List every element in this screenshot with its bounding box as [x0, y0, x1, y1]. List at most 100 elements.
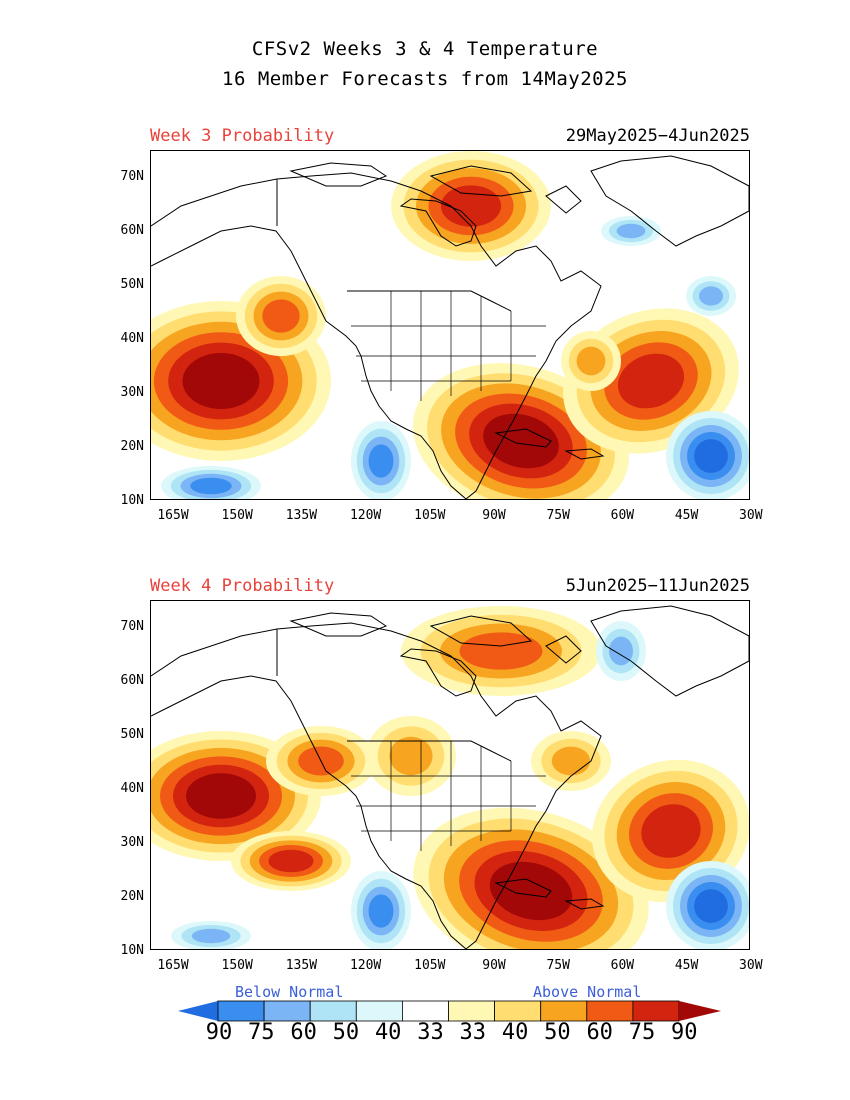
lon-tick-label: 75W: [546, 508, 570, 523]
lat-tick-label: 50N: [120, 277, 144, 292]
legend-color-swatch: [217, 1000, 265, 1022]
lon-tick-label: 30W: [739, 508, 763, 523]
us-canada-border: [347, 290, 512, 312]
lon-tick-label: 165W: [157, 508, 189, 523]
lon-tick-label: 165W: [157, 958, 189, 973]
lat-tick-label: 60N: [120, 673, 144, 688]
probability-contour: [617, 353, 685, 409]
probability-contour: [616, 223, 646, 239]
lat-tick-label: 40N: [120, 781, 144, 796]
lon-tick-label: 75W: [546, 958, 570, 973]
probability-contour: [440, 185, 502, 227]
legend-color-swatch: [355, 1000, 403, 1022]
probability-contour: [699, 286, 723, 306]
lat-tick-label: 60N: [120, 223, 144, 238]
probability-contour: [609, 636, 633, 666]
color-legend-bar: [178, 1000, 721, 1022]
lat-tick-label: 50N: [120, 727, 144, 742]
week3-probability-label: Week 3 Probability: [150, 126, 335, 146]
caribbean-islands-outline: [494, 428, 605, 460]
probability-contour: [268, 849, 314, 873]
lon-tick-label: 135W: [285, 508, 318, 523]
probability-contour: [186, 773, 256, 819]
legend-value-label: 50: [544, 1020, 571, 1045]
probability-contour: [190, 477, 232, 495]
legend-value-label: 50: [332, 1020, 360, 1045]
week4-dates-label: 5Jun2025−11Jun2025: [565, 576, 750, 596]
legend-value-label: 40: [374, 1020, 402, 1045]
arctic-islands-outline: [289, 162, 582, 214]
lat-tick-label: 30N: [120, 385, 144, 400]
lon-tick-label: 120W: [349, 958, 382, 973]
week3-dates-label: 29May2025−4Jun2025: [565, 126, 750, 146]
hudson-bay-outline: [399, 648, 477, 697]
lon-tick-label: 90W: [482, 958, 506, 973]
chart-subtitle: 16 Member Forecasts from 14May2025: [222, 68, 628, 90]
probability-contour: [694, 439, 728, 473]
legend-value-label: 75: [248, 1020, 275, 1045]
week4-probability-label: Week 4 Probability: [150, 576, 335, 596]
probability-contour: [551, 746, 591, 776]
lon-tick-label: 120W: [349, 508, 382, 523]
legend-color-swatch: [263, 1000, 311, 1022]
lon-tick-label: 135W: [285, 958, 318, 973]
lon-tick-label: 150W: [221, 508, 253, 523]
north-america-coastline: [151, 172, 602, 499]
week3-probability-map: [150, 150, 750, 500]
probability-contour: [262, 299, 300, 333]
legend-value-label: 90: [671, 1020, 698, 1045]
hudson-bay-outline: [399, 198, 477, 247]
below-normal-label: Below Normal: [235, 983, 344, 1001]
legend-value-label: 75: [628, 1020, 656, 1045]
arctic-islands-outline: [289, 612, 582, 664]
legend-color-swatch: [540, 1000, 588, 1022]
greenland-outline: [590, 155, 749, 247]
lon-tick-label: 60W: [610, 508, 635, 523]
legend-arrow-left: [178, 1001, 218, 1021]
lon-tick-label: 105W: [414, 508, 446, 523]
probability-contour: [368, 894, 394, 928]
probability-contour: [641, 804, 701, 858]
lat-tick-label: 40N: [120, 331, 144, 346]
north-america-coastline: [151, 622, 602, 949]
caribbean-islands-outline: [494, 878, 605, 910]
lat-tick-label: 30N: [120, 835, 144, 850]
probability-contour: [191, 928, 231, 944]
legend-value-label: 90: [205, 1020, 233, 1045]
probability-contour: [368, 444, 394, 478]
legend-color-swatch: [494, 1000, 542, 1022]
chart-title: CFSv2 Weeks 3 & 4 Temperature: [251, 38, 599, 60]
week4-probability-map: [150, 600, 750, 950]
legend-color-swatch: [632, 1000, 680, 1022]
lon-tick-label: 45W: [674, 958, 699, 973]
probability-contour: [576, 346, 606, 376]
lat-tick-label: 70N: [120, 169, 144, 184]
lat-tick-label: 70N: [120, 619, 144, 634]
probability-contour: [483, 413, 559, 469]
lat-tick-label: 10N: [120, 493, 144, 508]
legend-color-swatch: [309, 1000, 357, 1022]
lon-tick-label: 45W: [674, 508, 699, 523]
legend-value-label: 33: [417, 1020, 444, 1045]
probability-contour: [459, 632, 543, 670]
lon-tick-label: 30W: [739, 958, 763, 973]
lat-tick-label: 20N: [120, 439, 144, 454]
legend-value-label: 33: [459, 1020, 487, 1045]
lon-tick-label: 105W: [414, 958, 446, 973]
legend-color-swatch: [401, 1000, 449, 1022]
legend-arrow-right: [679, 1001, 721, 1021]
legend-value-label: 60: [586, 1020, 613, 1045]
lon-tick-label: 90W: [482, 508, 506, 523]
above-normal-label: Above Normal: [533, 983, 642, 1001]
lat-tick-label: 20N: [120, 889, 144, 904]
legend-value-label: 40: [501, 1020, 529, 1045]
us-state-borders: [351, 741, 546, 851]
probability-contour: [389, 736, 433, 776]
lat-tick-label: 10N: [120, 943, 144, 958]
probability-contour: [694, 889, 728, 923]
legend-color-swatch: [448, 1000, 495, 1022]
greenland-outline: [590, 605, 749, 697]
us-state-borders: [351, 291, 546, 401]
legend-value-label: 60: [290, 1020, 317, 1045]
legend-color-swatch: [586, 1000, 634, 1022]
